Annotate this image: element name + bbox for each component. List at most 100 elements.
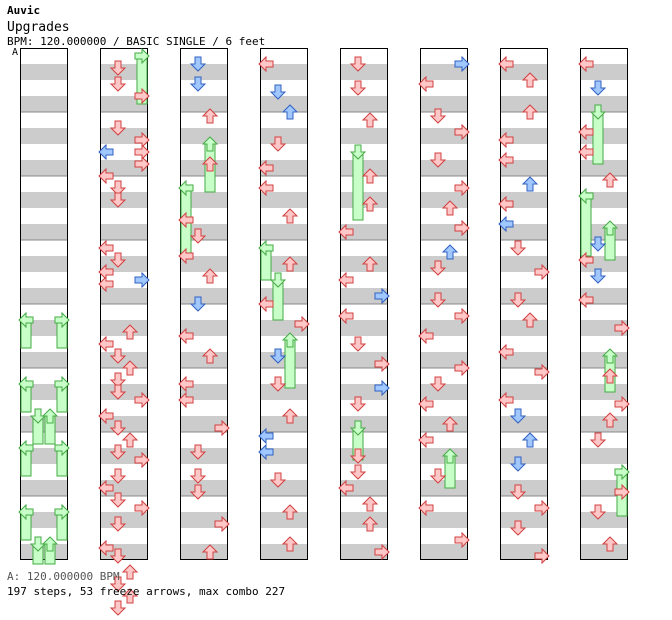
beat-stripe [20, 128, 68, 144]
quarter-note-arrow [134, 87, 150, 105]
quarter-note-arrow [498, 131, 514, 149]
quarter-note-arrow [109, 76, 127, 92]
quarter-note-arrow [349, 464, 367, 480]
quarter-note-arrow [614, 483, 630, 501]
freeze-arrow-head [18, 503, 34, 521]
beat-stripe [20, 96, 68, 112]
beat-stripe [500, 320, 548, 336]
beat-stripe [20, 288, 68, 304]
eighth-note-arrow [189, 56, 207, 72]
beat-stripe [180, 384, 228, 400]
quarter-note-arrow [109, 492, 127, 508]
quarter-note-arrow [578, 143, 594, 161]
beat-stripe [100, 224, 148, 240]
beat-stripe [260, 384, 308, 400]
quarter-note-arrow [349, 448, 367, 464]
beat-stripe [180, 64, 228, 80]
quarter-note-arrow [454, 179, 470, 197]
beat-stripe [180, 256, 228, 272]
freeze-arrow-body [592, 111, 604, 165]
quarter-note-arrow [374, 355, 390, 373]
quarter-note-arrow [134, 451, 150, 469]
quarter-note-arrow [498, 195, 514, 213]
quarter-note-arrow [269, 376, 287, 392]
eighth-note-arrow [98, 143, 114, 161]
freeze-arrow-head [578, 187, 594, 205]
beat-stripe [260, 416, 308, 432]
beat-stripe [100, 480, 148, 496]
beat-stripe [260, 512, 308, 528]
beat-stripe [100, 288, 148, 304]
quarter-note-arrow [269, 136, 287, 152]
beat-stripe [420, 512, 468, 528]
quarter-note-arrow [281, 256, 299, 272]
quarter-note-arrow [294, 315, 310, 333]
beat-stripe [580, 64, 628, 80]
quarter-note-arrow [281, 408, 299, 424]
beat-stripe [20, 256, 68, 272]
beat-stripe [260, 64, 308, 80]
beat-stripe [420, 192, 468, 208]
quarter-note-arrow [534, 263, 550, 281]
quarter-note-arrow [178, 327, 194, 345]
eighth-note-arrow [589, 80, 607, 96]
beat-stripe [260, 288, 308, 304]
beat-stripe [340, 224, 388, 240]
quarter-note-arrow [521, 104, 539, 120]
quarter-note-arrow [98, 239, 114, 257]
quarter-note-arrow [361, 196, 379, 212]
quarter-note-arrow [429, 152, 447, 168]
beat-stripe [340, 192, 388, 208]
quarter-note-arrow [601, 412, 619, 428]
beat-stripe [420, 160, 468, 176]
quarter-note-arrow [109, 576, 127, 592]
beat-stripe [580, 96, 628, 112]
quarter-note-arrow [121, 432, 139, 448]
beat-stripe [340, 512, 388, 528]
quarter-note-arrow [338, 223, 354, 241]
eighth-note-arrow [441, 244, 459, 260]
beat-stripe [500, 64, 548, 80]
bpm-legend: A: 120.000000 BPM [7, 570, 120, 583]
quarter-note-arrow [589, 432, 607, 448]
eighth-note-arrow [521, 176, 539, 192]
eighth-note-arrow [589, 236, 607, 252]
quarter-note-arrow [178, 391, 194, 409]
beat-stripe [20, 224, 68, 240]
quarter-note-arrow [418, 75, 434, 93]
beat-stripe [420, 544, 468, 560]
beat-stripe [340, 288, 388, 304]
quarter-note-arrow [201, 268, 219, 284]
quarter-note-arrow [534, 547, 550, 565]
freeze-arrow-head [18, 439, 34, 457]
beat-stripe [340, 320, 388, 336]
beat-stripe [500, 160, 548, 176]
quarter-note-arrow [534, 499, 550, 517]
chart-info: BPM: 120.000000 / BASIC SINGLE / 6 feet [7, 35, 266, 48]
quarter-note-arrow [454, 219, 470, 237]
chart-column-border [580, 48, 628, 560]
freeze-arrow-head [614, 463, 630, 481]
beat-stripe [20, 64, 68, 80]
beat-stripe [20, 480, 68, 496]
quarter-note-arrow [454, 307, 470, 325]
quarter-note-arrow [258, 55, 274, 73]
eighth-note-arrow [454, 55, 470, 73]
quarter-note-arrow [498, 55, 514, 73]
freeze-arrow-head [41, 536, 59, 552]
beat-stripe [180, 448, 228, 464]
quarter-note-arrow [349, 396, 367, 412]
quarter-note-arrow [509, 292, 527, 308]
quarter-note-arrow [429, 260, 447, 276]
quarter-note-arrow [498, 151, 514, 169]
freeze-arrow-body [352, 151, 364, 221]
quarter-note-arrow [98, 167, 114, 185]
quarter-note-arrow [454, 123, 470, 141]
quarter-note-arrow [614, 395, 630, 413]
eighth-note-arrow [189, 296, 207, 312]
quarter-note-arrow [109, 600, 127, 616]
beat-stripe [340, 64, 388, 80]
quarter-note-arrow [109, 548, 127, 564]
quarter-note-arrow [418, 499, 434, 517]
quarter-note-arrow [201, 156, 219, 172]
